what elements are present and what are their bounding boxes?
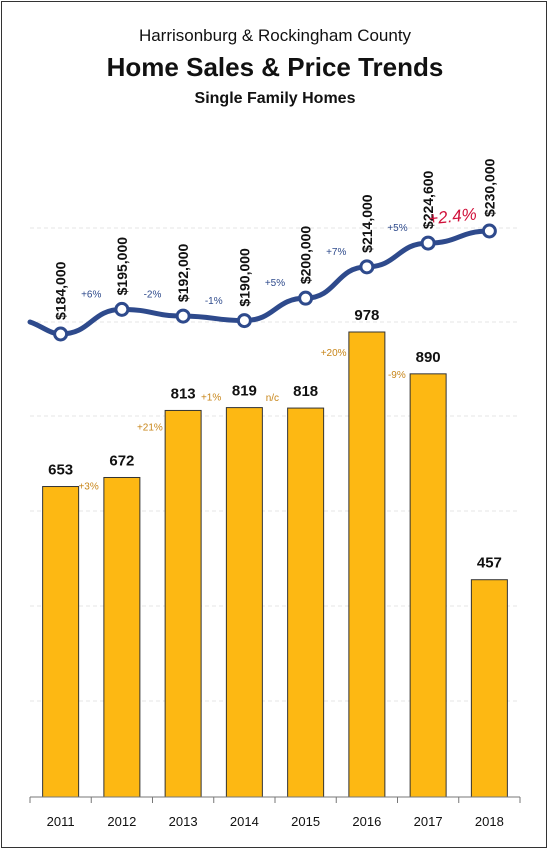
price-value-label: $195,000 [114,237,130,296]
price-value-label: $190,000 [236,248,252,307]
bar-value-label: 672 [109,452,134,469]
price-point [53,326,69,342]
price-line [27,228,492,337]
bar [225,407,263,798]
bar-change-label: -9% [388,370,406,381]
x-tick-label: 2018 [475,814,504,829]
bar-change-label: +20% [321,348,347,359]
price-point [359,259,375,275]
price-change-label: +6% [81,289,101,300]
price-value-label: $230,000 [481,158,497,217]
price-point [481,223,497,239]
x-tick-label: 2011 [47,814,75,829]
bar-value-label: 819 [232,383,257,400]
bar [470,579,508,798]
price-value-label: $224,600 [420,170,436,229]
bar-change-label: +3% [78,481,98,492]
price-value-label: $214,000 [359,194,375,253]
chart-title-region: Harrisonburg & Rockingham County [138,26,412,45]
bar [164,409,202,798]
chart-subtitle: Single Family Homes [194,90,356,107]
bar [348,331,386,798]
x-tick-label: 2013 [169,814,198,829]
price-point [236,313,252,329]
x-tick-label: 2017 [414,814,443,829]
price-value-label: $192,000 [175,243,191,302]
annotation-growth: +2.4% [427,205,477,229]
bar-change-label: +21% [137,422,163,433]
x-tick-label: 2012 [107,814,136,829]
price-value-label: $184,000 [53,261,69,320]
x-tick-label: 2016 [352,814,381,829]
price-point [298,290,314,306]
chart-title: Home Sales & Price Trends [106,52,444,82]
price-change-label: +5% [265,278,285,289]
bar [42,486,80,798]
price-point [114,301,130,317]
bar [287,407,325,798]
price-value-label: $200,000 [298,226,314,285]
bar-value-label: 457 [477,555,502,572]
bar-change-label: n/c [266,393,279,404]
price-change-label: +5% [387,223,407,234]
bar-value-label: 653 [48,462,73,479]
x-tick-label: 2015 [291,814,320,829]
bar-value-label: 813 [171,385,196,402]
bar-value-label: 890 [416,349,441,366]
bar-value-label: 978 [354,307,379,324]
price-point [420,235,436,251]
x-tick-label: 2014 [230,814,259,829]
price-point [175,308,191,324]
bar-change-label: +1% [201,393,221,404]
price-change-label: -2% [144,289,162,300]
price-change-label: -1% [205,296,223,307]
bar [103,476,141,798]
price-change-label: +7% [326,247,346,258]
bar [409,373,447,798]
bar-value-label: 818 [293,383,318,400]
